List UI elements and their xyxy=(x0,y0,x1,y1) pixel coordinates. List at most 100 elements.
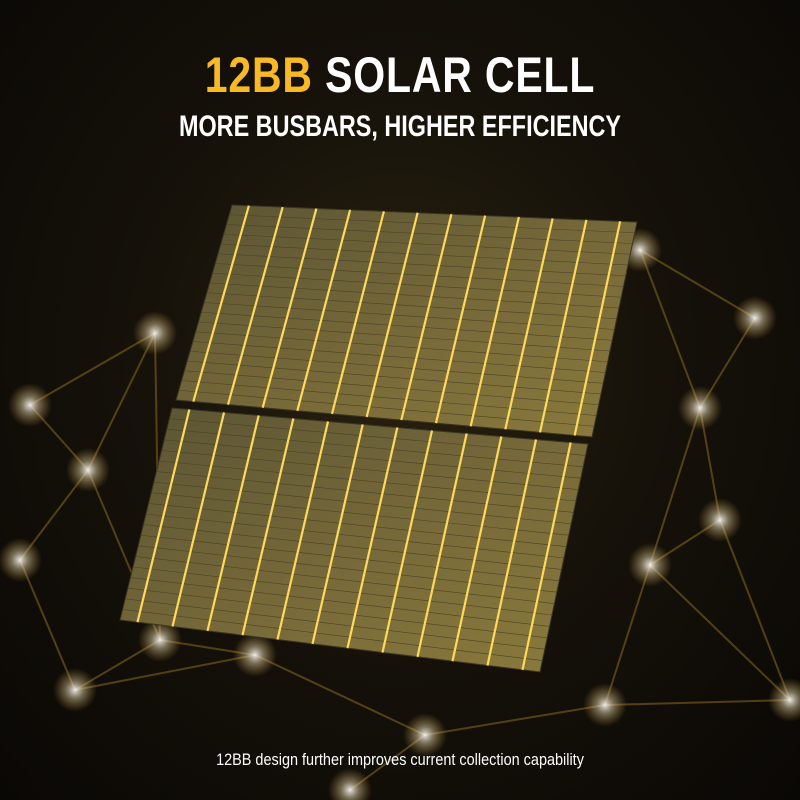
solar-cell-half-1 xyxy=(175,204,638,438)
network-line xyxy=(649,564,791,701)
network-node xyxy=(628,543,672,587)
network-node xyxy=(138,618,182,662)
network-node xyxy=(583,683,627,727)
finger-line xyxy=(125,598,545,650)
busbar xyxy=(330,211,385,415)
finger-line xyxy=(226,224,633,244)
finger-line xyxy=(195,331,608,363)
network-line xyxy=(19,559,76,691)
busbar xyxy=(171,412,226,627)
finger-line xyxy=(229,214,635,234)
finger-line xyxy=(151,492,569,536)
busbar xyxy=(261,208,318,408)
busbar xyxy=(226,206,284,405)
busbar xyxy=(346,427,399,649)
headline: 12BB SOLAR CELL xyxy=(72,46,728,104)
network-line xyxy=(639,249,701,409)
network-node xyxy=(733,296,777,340)
busbar xyxy=(400,213,453,421)
finger-line xyxy=(209,282,620,309)
finger-line xyxy=(127,587,548,639)
network-node xyxy=(53,668,97,712)
busbar xyxy=(311,424,364,645)
network-node xyxy=(8,383,52,427)
finger-line xyxy=(184,370,599,406)
finger-line xyxy=(217,253,626,277)
busbar xyxy=(241,418,295,636)
network-line xyxy=(649,407,701,566)
caption: 12BB design further improves current col… xyxy=(216,750,584,769)
finger-line xyxy=(161,450,579,490)
network-line xyxy=(424,704,606,736)
finger-line xyxy=(166,428,584,468)
finger-line xyxy=(164,439,581,479)
network-node xyxy=(403,713,447,757)
finger-line xyxy=(140,534,560,582)
finger-line xyxy=(201,311,613,341)
cell-surface xyxy=(119,407,589,673)
network-node xyxy=(768,678,800,722)
finger-line xyxy=(143,524,562,570)
finger-line xyxy=(181,380,597,416)
finger-line xyxy=(135,556,555,604)
network-node xyxy=(698,498,742,542)
busbar xyxy=(504,218,554,430)
network-node xyxy=(133,311,177,355)
busbar xyxy=(451,436,503,662)
busbar xyxy=(381,430,434,653)
finger-line xyxy=(132,566,553,616)
finger-line xyxy=(138,545,557,593)
finger-line xyxy=(169,418,586,456)
busbar xyxy=(365,212,419,418)
finger-line xyxy=(223,233,631,255)
busbar xyxy=(538,219,588,433)
network-line xyxy=(87,332,156,471)
busbar xyxy=(434,215,487,424)
finger-line xyxy=(189,350,604,384)
network-node xyxy=(233,633,277,677)
finger-line xyxy=(178,389,595,427)
solar-cell-half-2 xyxy=(119,407,589,673)
busbar xyxy=(416,433,468,658)
network-line xyxy=(254,654,426,736)
finger-line xyxy=(148,503,567,547)
headline-accent: 12BB xyxy=(204,47,313,103)
finger-line xyxy=(203,302,615,330)
network-line xyxy=(74,654,256,691)
network-node xyxy=(678,386,722,430)
busbar xyxy=(136,409,191,623)
cell-surface xyxy=(175,204,638,438)
network-line xyxy=(604,564,651,706)
busbar xyxy=(521,442,572,671)
finger-line xyxy=(158,460,577,502)
network-line xyxy=(604,699,791,706)
finger-line xyxy=(145,513,565,559)
busbar xyxy=(469,216,520,427)
finger-line xyxy=(156,471,574,513)
finger-line xyxy=(206,292,617,320)
finger-line xyxy=(122,609,543,661)
finger-line xyxy=(153,481,572,525)
finger-line xyxy=(212,272,622,298)
headline-main: SOLAR CELL xyxy=(325,47,596,103)
busbar xyxy=(276,421,330,640)
finger-line xyxy=(130,577,550,627)
network-line xyxy=(719,519,791,701)
network-node xyxy=(0,538,42,582)
finger-line xyxy=(215,263,624,287)
finger-line xyxy=(198,321,611,352)
network-line xyxy=(639,249,756,319)
busbar xyxy=(192,205,250,402)
finger-line xyxy=(220,243,629,266)
network-node xyxy=(328,768,372,800)
busbar xyxy=(296,209,352,412)
subtitle: MORE BUSBARS, HIGHER EFFICIENCY xyxy=(178,110,622,143)
busbar xyxy=(206,415,260,632)
network-line xyxy=(29,332,156,406)
network-node xyxy=(66,448,110,492)
finger-line xyxy=(192,341,606,373)
busbar xyxy=(573,221,622,436)
busbar xyxy=(486,439,538,666)
